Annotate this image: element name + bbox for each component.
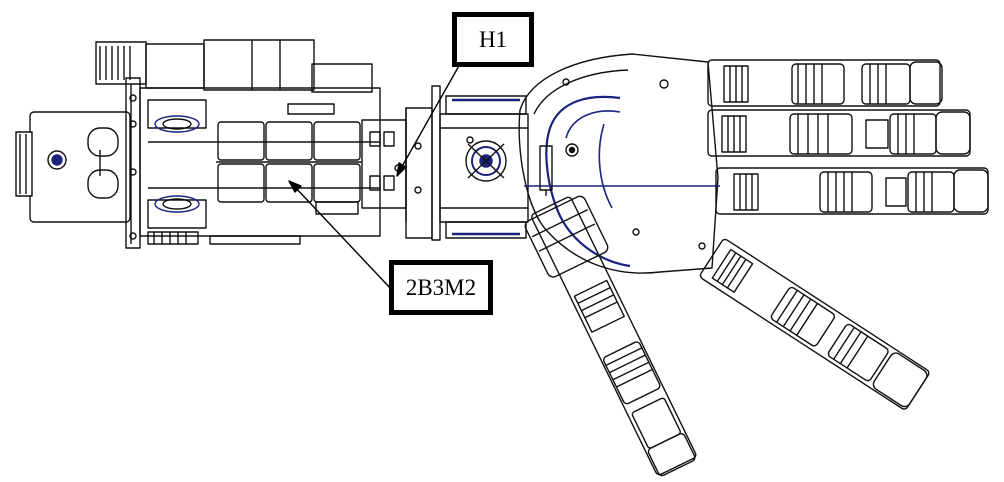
finger-bottom [715,167,989,215]
wrist-joint [439,95,529,239]
finger-angled [699,238,930,410]
thumb [524,195,697,477]
callout-h1-label: H1 [478,26,508,52]
callout-leaders [288,63,461,291]
callout-2b3m2-label: 2B3M2 [405,274,477,300]
palm-plate [518,53,720,274]
callout-2b3m2: 2B3M2 [389,260,493,315]
finger-middle [707,109,971,157]
finger-top [707,59,943,107]
callout-h1: H1 [452,12,534,67]
motor-base-assembly [15,39,441,249]
